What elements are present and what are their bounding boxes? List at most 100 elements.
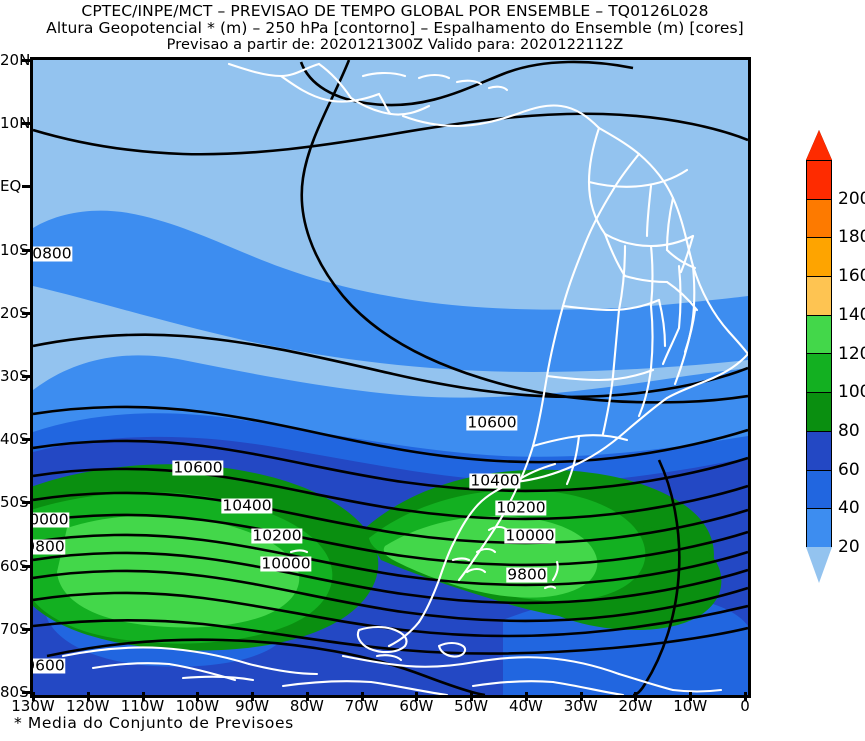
x-tick-label: 40W xyxy=(508,697,543,715)
x-tick-label: 100W xyxy=(175,697,220,715)
contour-label: 10400 xyxy=(221,496,273,515)
x-tick-mark xyxy=(470,692,474,701)
colorbar-extend-min xyxy=(806,546,832,583)
contour-line xyxy=(299,60,634,107)
contour-line xyxy=(33,513,748,567)
colorbar-band xyxy=(806,237,832,277)
x-tick-label: 130W xyxy=(11,697,55,715)
colorbar-band xyxy=(806,160,832,199)
x-tick-label: 0 xyxy=(740,697,750,715)
colorbar-extend-max xyxy=(806,130,832,160)
x-tick-mark xyxy=(524,692,528,701)
y-tick-label: 80S xyxy=(0,683,29,701)
colorbar-band xyxy=(806,314,832,354)
y-tick-label: 20S xyxy=(0,303,29,322)
contour-line xyxy=(33,619,748,655)
contour-label: 9800 xyxy=(33,539,66,555)
x-tick-label: 10W xyxy=(673,697,708,715)
contour-line xyxy=(33,569,748,623)
y-tick-label: 20N xyxy=(0,51,31,69)
geopotential-contours xyxy=(33,60,748,695)
x-tick-label: 50W xyxy=(454,697,489,715)
colorbar-tick-label: 20 xyxy=(838,537,860,557)
contour-line xyxy=(632,459,681,695)
colorbar-tick-label: 100 xyxy=(838,382,865,403)
contour-label: 10000 xyxy=(260,554,312,573)
shade-band-140-pacific xyxy=(57,515,300,628)
header-line-variable: Altura Geopotencial * (m) – 250 hPa [con… xyxy=(46,19,744,37)
contour-line xyxy=(33,112,748,156)
colorbar-band xyxy=(806,508,832,547)
x-tick-label: 80W xyxy=(289,697,324,715)
y-tick-mark xyxy=(22,564,31,568)
contour-line xyxy=(33,439,748,493)
contour-label: 10600 xyxy=(172,458,224,477)
colorbar-tick-label: 140 xyxy=(838,304,865,325)
colorbar-tick-label: 60 xyxy=(838,459,860,480)
contour-label: 10600 xyxy=(466,413,518,432)
contour-label: 10200 xyxy=(251,526,303,545)
x-tick-mark xyxy=(744,692,747,701)
colorbar-tick-label: 200 xyxy=(838,188,865,209)
y-tick-mark xyxy=(22,438,31,442)
x-tick-mark xyxy=(305,692,309,701)
y-tick-mark xyxy=(22,122,31,126)
y-tick-mark xyxy=(22,248,31,252)
y-tick-label: 70S xyxy=(0,619,29,638)
y-tick-mark xyxy=(22,627,31,631)
contour-line xyxy=(46,638,486,695)
colorbar-band xyxy=(806,392,832,431)
x-tick-label: 70W xyxy=(344,697,379,715)
contour-label: 9800 xyxy=(506,565,548,584)
x-tick-mark xyxy=(634,692,638,701)
x-tick-label: 60W xyxy=(399,697,434,715)
y-tick-mark xyxy=(22,59,31,62)
contour-line xyxy=(33,333,748,399)
x-tick-mark xyxy=(360,692,364,701)
colorbar-band xyxy=(806,353,832,393)
contour-label: 9600 xyxy=(33,658,66,674)
colorbar-tick-label: 80 xyxy=(838,420,860,441)
contour-line xyxy=(33,551,748,605)
map-plot-area: 10800 10600 10600 10400 10400 10200 10200 10000… xyxy=(30,57,751,698)
y-tick-label: 40S xyxy=(0,430,29,449)
x-tick-mark xyxy=(32,692,35,701)
x-tick-mark xyxy=(579,692,583,701)
colorbar-band xyxy=(806,198,832,238)
contour-label: 10000 xyxy=(504,526,556,545)
colorbar-tick-label: 120 xyxy=(838,343,865,364)
y-tick-mark xyxy=(22,311,31,315)
y-tick-mark xyxy=(22,691,31,694)
contour-label: 10000 xyxy=(33,512,70,528)
contour-line xyxy=(33,591,748,638)
x-tick-mark xyxy=(251,692,255,701)
colorbar-tick-label: 40 xyxy=(838,498,860,519)
footer-note: * Media do Conjunto de Previsoes xyxy=(14,714,294,732)
y-tick-mark xyxy=(22,501,31,505)
y-tick-label: 60S xyxy=(0,556,29,575)
x-tick-label: 20W xyxy=(618,697,653,715)
x-tick-mark xyxy=(415,692,419,701)
contour-label: 10400 xyxy=(469,471,521,490)
contour-label: 10800 xyxy=(33,246,73,262)
header-line-times: Previsao a partir de: 2020121300Z Valido… xyxy=(166,37,624,53)
x-tick-mark xyxy=(141,692,145,701)
y-tick-label: 10S xyxy=(0,240,29,259)
colorbar xyxy=(806,130,832,583)
map-canvas xyxy=(33,60,748,695)
y-tick-label: EQ xyxy=(0,177,22,196)
contour-line xyxy=(33,405,748,464)
y-tick-label: 30S xyxy=(0,367,29,385)
colorbar-band xyxy=(806,469,832,509)
x-tick-label: 90W xyxy=(235,697,270,715)
map-coastlines xyxy=(61,62,748,695)
x-tick-mark xyxy=(86,692,90,701)
y-tick-label: 10N xyxy=(0,114,31,133)
x-tick-mark xyxy=(689,692,693,701)
colorbar-band xyxy=(806,430,832,470)
x-tick-label: 110W xyxy=(120,697,165,715)
colorbar-band xyxy=(806,276,832,315)
x-tick-label: 120W xyxy=(66,697,110,715)
contour-line xyxy=(33,467,748,521)
x-tick-label: 30W xyxy=(563,697,598,715)
